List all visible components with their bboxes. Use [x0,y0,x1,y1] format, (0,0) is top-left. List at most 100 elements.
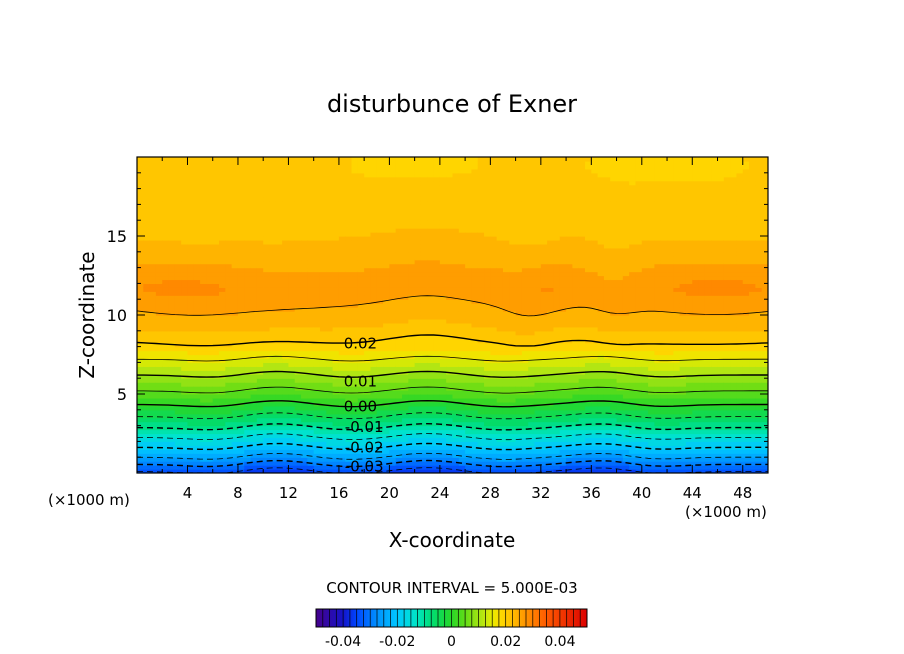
contour-cell [364,295,372,300]
contour-cell [193,196,201,202]
contour-cell [193,172,201,178]
contour-cell [225,441,233,446]
contour-cell [471,192,479,198]
contour-cell [446,465,454,470]
contour-cell [212,247,220,253]
contour-cell [414,303,422,308]
contour-cell [294,374,302,379]
contour-cell [402,287,409,292]
contour-cell [288,295,296,300]
contour-cell [288,176,296,182]
contour-cell [484,220,491,225]
contour-cell [149,453,157,458]
contour-cell [244,180,252,186]
contour-cell [263,378,271,383]
contour-cell [225,346,233,352]
contour-cell [446,358,454,363]
contour-cell [162,417,170,423]
contour-cell [528,441,536,446]
contour-cell [237,192,245,198]
contour-cell [206,204,214,209]
contour-cell [237,386,245,391]
contour-cell [364,307,372,312]
contour-cell [250,397,258,403]
contour-cell [427,247,435,253]
contour-cell [269,413,277,419]
contour-cell [408,188,416,194]
contour-cell [452,366,460,371]
contour-cell [446,232,454,237]
contour-cell [168,251,176,257]
contour-cell [168,465,176,470]
contour-cell [181,164,189,170]
contour-cell [477,243,485,249]
contour-cell [402,461,409,466]
contour-cell [301,200,308,205]
contour-cell [402,469,409,473]
contour-cell [433,366,441,371]
contour-cell [370,311,378,316]
contour-cell [446,390,454,395]
contour-cell [263,382,271,387]
contour-cell [502,362,510,367]
contour-cell [515,394,523,399]
contour-cell [427,469,435,473]
contour-cell [395,232,403,237]
contour-cell [446,196,454,202]
contour-cell [402,394,409,399]
contour-cell [515,322,523,328]
contour-cell [484,236,491,241]
contour-cell [465,390,473,395]
contour-cell [168,405,176,411]
contour-cell [452,172,460,178]
contour-cell [402,445,409,450]
contour-cell [143,275,151,281]
contour-cell [313,232,321,237]
contour-cell [521,433,529,439]
contour-cell [269,228,277,233]
contour-cell [395,358,403,363]
contour-cell [174,394,182,399]
contour-cell [465,232,473,237]
contour-cell [433,172,441,178]
contour-cell [319,374,327,379]
contour-cell [294,441,302,446]
contour-cell [345,228,353,233]
contour-cell [225,247,233,253]
contour-cell [256,255,264,261]
contour-cell [212,279,220,284]
contour-cell [301,469,308,473]
contour-cell [307,204,315,209]
contour-cell [502,299,510,304]
contour-cell [477,259,485,265]
contour-cell [174,366,182,371]
contour-cell [155,176,163,182]
contour-cell [389,196,397,202]
contour-cell [446,192,454,198]
contour-cell [174,164,182,170]
contour-cell [269,172,277,178]
contour-cell [490,401,498,407]
contour-cell [256,441,264,446]
contour-cell [187,208,195,213]
contour-cell [319,457,327,462]
contour-cell [338,267,346,273]
contour-cell [143,255,151,261]
contour-cell [319,437,327,442]
contour-cell [458,425,466,431]
contour-cell [294,228,302,233]
contour-cell [521,346,529,352]
contour-cell [414,401,422,407]
contour-cell [301,180,308,186]
contour-cell [458,303,466,308]
contour-cell [200,315,208,320]
contour-cell [137,370,144,375]
contour-cell [155,216,163,221]
contour-cell [301,374,308,379]
contour-cell [237,307,245,312]
contour-cell [282,421,290,427]
contour-cell [376,172,384,178]
contour-cell [137,366,144,371]
contour-cell [521,228,529,233]
contour-cell [376,397,384,403]
